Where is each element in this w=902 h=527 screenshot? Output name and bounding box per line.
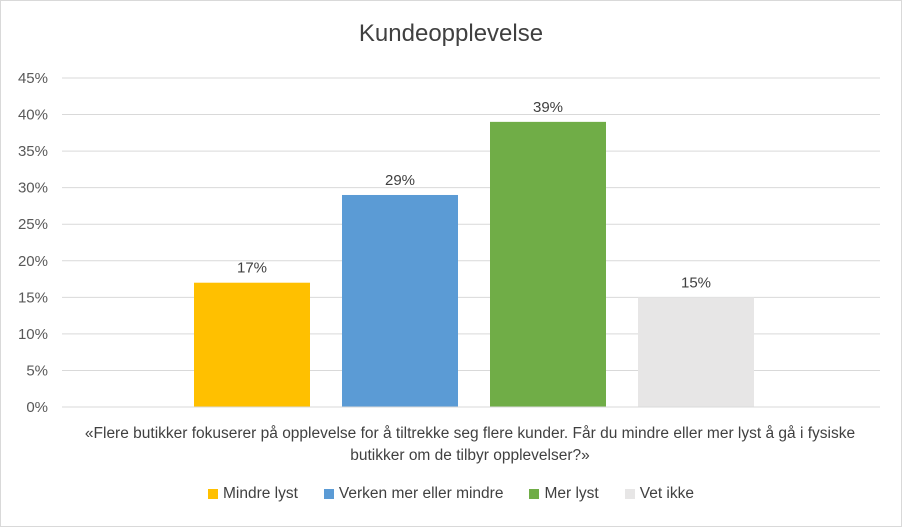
legend-swatch	[323, 489, 334, 499]
bars	[194, 121, 754, 407]
y-tick-label: 15%	[18, 289, 48, 306]
legend-item-2: Verken mer eller mindre	[323, 485, 504, 503]
y-tick-label: 45%	[18, 70, 48, 87]
y-tick-label: 30%	[18, 180, 48, 197]
data-labels: 17% 29% 39% 15%	[237, 99, 711, 291]
chart-title: Kundeopplevelse	[358, 20, 544, 47]
bar-1	[194, 282, 310, 407]
data-label-2: 29%	[385, 172, 415, 189]
y-tick-label: 5%	[26, 362, 48, 379]
legend-label: Mer lyst	[544, 485, 599, 502]
bar-2	[342, 194, 458, 407]
y-tick-label: 25%	[18, 216, 48, 233]
legend-item-1: Mindre lyst	[207, 485, 298, 503]
data-label-1: 17%	[237, 260, 267, 277]
legend-item-3: Mer lyst	[529, 485, 599, 503]
y-tick-label: 20%	[18, 253, 48, 270]
y-axis-ticks: 0% 5% 10% 15% 20% 25% 30% 35% 40% 45%	[18, 70, 48, 416]
gridlines	[62, 77, 880, 371]
legend-item-4: Vet ikke	[624, 485, 694, 503]
y-tick-label: 0%	[26, 399, 48, 416]
legend: Mindre lyst Verken mer eller mindre Mer ly…	[0, 485, 902, 503]
y-tick-label: 35%	[18, 143, 48, 160]
legend-label: Vet ikke	[639, 485, 694, 502]
legend-swatch	[207, 489, 218, 499]
y-tick-label: 40%	[18, 107, 48, 124]
bar-4	[638, 297, 754, 407]
bar-3	[490, 121, 606, 407]
data-label-4: 15%	[681, 274, 711, 291]
legend-label: Mindre lyst	[222, 485, 298, 502]
data-label-3: 39%	[533, 99, 563, 116]
legend-label: Verken mer eller mindre	[338, 485, 504, 502]
y-tick-label: 10%	[18, 326, 48, 343]
legend-swatch	[624, 489, 635, 499]
x-axis-label: «Flere butikker fokuserer på opplevelse …	[84, 425, 856, 464]
legend-swatch	[529, 489, 540, 499]
